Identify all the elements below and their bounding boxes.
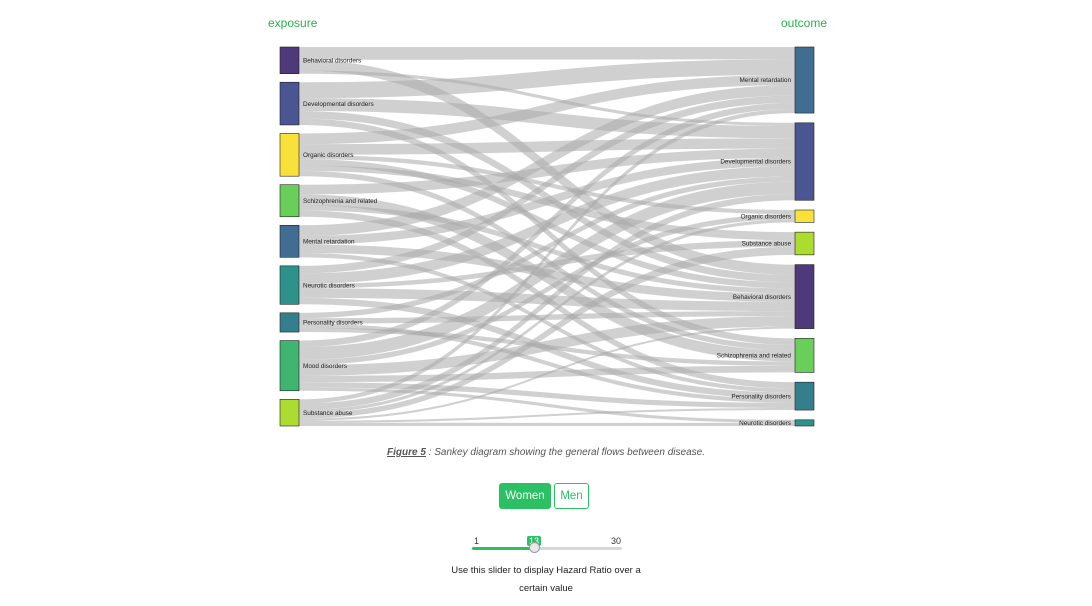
source-node-neurotic-disorders[interactable] [279, 265, 300, 305]
source-node-schizophrenia-and-related[interactable] [279, 184, 300, 218]
source-label-schizophrenia-and-related: Schizophrenia and related [303, 198, 378, 205]
flow-link[interactable] [299, 326, 795, 421]
source-node-mental-retardation[interactable] [279, 224, 300, 258]
source-node-mood-disorders[interactable] [279, 340, 300, 392]
slider-max-label: 30 [610, 536, 621, 546]
target-label-mental-retardation: Mental retardation [739, 77, 791, 84]
source-node-organic-disorders[interactable] [279, 133, 300, 177]
flow-link[interactable] [299, 214, 795, 366]
figure-number: Figure 5 [387, 447, 426, 458]
flow-link[interactable] [299, 240, 795, 289]
slider-track[interactable] [472, 547, 622, 550]
source-node-substance-abuse[interactable] [279, 399, 300, 427]
flow-link[interactable] [299, 181, 795, 360]
flow-link[interactable] [299, 253, 795, 393]
target-node-developmental-disorders[interactable] [794, 122, 815, 201]
flow-link[interactable] [299, 246, 795, 419]
flow-link[interactable] [299, 387, 795, 423]
flow-link[interactable] [299, 108, 795, 404]
target-node-organic-disorders[interactable] [794, 209, 815, 223]
flow-link[interactable] [299, 95, 795, 274]
source-label-neurotic-disorders: Neurotic disorders [303, 282, 355, 289]
target-node-behavioral-disorders[interactable] [794, 264, 815, 329]
flow-link[interactable] [299, 407, 795, 423]
target-node-mental-retardation[interactable] [794, 46, 815, 114]
sankey-links [299, 47, 795, 426]
flow-link[interactable] [299, 59, 795, 99]
flow-link[interactable] [299, 194, 795, 410]
flow-link[interactable] [299, 170, 795, 351]
flow-link[interactable] [299, 47, 795, 60]
slider-value-label: 13 [527, 536, 542, 546]
target-label-personality-disorders: Personality disorders [731, 393, 791, 400]
flow-link[interactable] [299, 157, 795, 245]
hazard-ratio-slider[interactable]: 1 30 13 [472, 535, 622, 555]
slider-min-label: 1 [474, 536, 480, 546]
flow-link[interactable] [299, 85, 795, 236]
flow-link[interactable] [299, 316, 795, 376]
men-button[interactable]: Men [554, 483, 589, 509]
source-label-mental-retardation: Mental retardation [303, 239, 355, 246]
source-label-substance-abuse: Substance abuse [303, 410, 353, 417]
flow-link[interactable] [299, 118, 795, 345]
source-node-behavioral-disorders[interactable] [279, 46, 300, 74]
flow-link[interactable] [299, 148, 795, 195]
target-label-schizophrenia-and-related: Schizophrenia and related [717, 353, 792, 360]
slider-instructions: Use this slider to display Hazard Ratio … [451, 565, 641, 594]
target-label-behavioral-disorders: Behavioral disorders [733, 294, 791, 301]
figure-caption-text: : Sankey diagram showing the general flo… [425, 447, 705, 458]
sankey-diagram: Behavioral disorders Developmental disord… [279, 46, 815, 427]
sankey-nodes: Behavioral disorders Developmental disord… [279, 46, 815, 427]
target-label-developmental-disorders: Developmental disorders [720, 159, 791, 166]
flow-link[interactable] [299, 74, 795, 145]
target-node-personality-disorders[interactable] [794, 381, 815, 411]
flow-link[interactable] [299, 422, 795, 426]
flow-link[interactable] [299, 323, 795, 403]
source-node-developmental-disorders[interactable] [279, 81, 300, 126]
target-label-neurotic-disorders: Neurotic disorders [739, 420, 791, 427]
source-node-personality-disorders[interactable] [279, 312, 300, 333]
figure-caption: Figure 5 : Sankey diagram showing the ge… [0, 447, 1092, 458]
target-node-substance-abuse[interactable] [794, 231, 815, 256]
target-node-schizophrenia-and-related[interactable] [794, 338, 815, 373]
slider-fill [472, 547, 535, 550]
target-label-substance-abuse: Substance abuse [742, 241, 792, 248]
flow-link[interactable] [299, 194, 795, 362]
slider-handle[interactable] [528, 542, 540, 553]
sex-toggle: Women Men [499, 483, 589, 509]
source-label-organic-disorders: Organic disorders [303, 152, 353, 159]
flow-link[interactable] [299, 111, 795, 283]
target-label-organic-disorders: Organic disorders [741, 213, 791, 220]
source-label-mood-disorders: Mood disorders [303, 363, 347, 370]
outcome-header: outcome [781, 16, 828, 30]
flow-link[interactable] [299, 176, 795, 319]
exposure-header: exposure [268, 16, 318, 30]
source-label-personality-disorders: Personality disorders [303, 320, 363, 327]
source-label-behavioral-disorders: Behavioral disorders [303, 58, 361, 65]
flow-link[interactable] [299, 219, 795, 414]
flow-link[interactable] [299, 70, 795, 126]
flow-link[interactable] [299, 382, 795, 408]
target-node-neurotic-disorders[interactable] [794, 419, 815, 427]
women-button[interactable]: Women [499, 483, 551, 509]
source-label-developmental-disorders: Developmental disorders [303, 101, 374, 108]
flow-link[interactable] [299, 102, 795, 347]
